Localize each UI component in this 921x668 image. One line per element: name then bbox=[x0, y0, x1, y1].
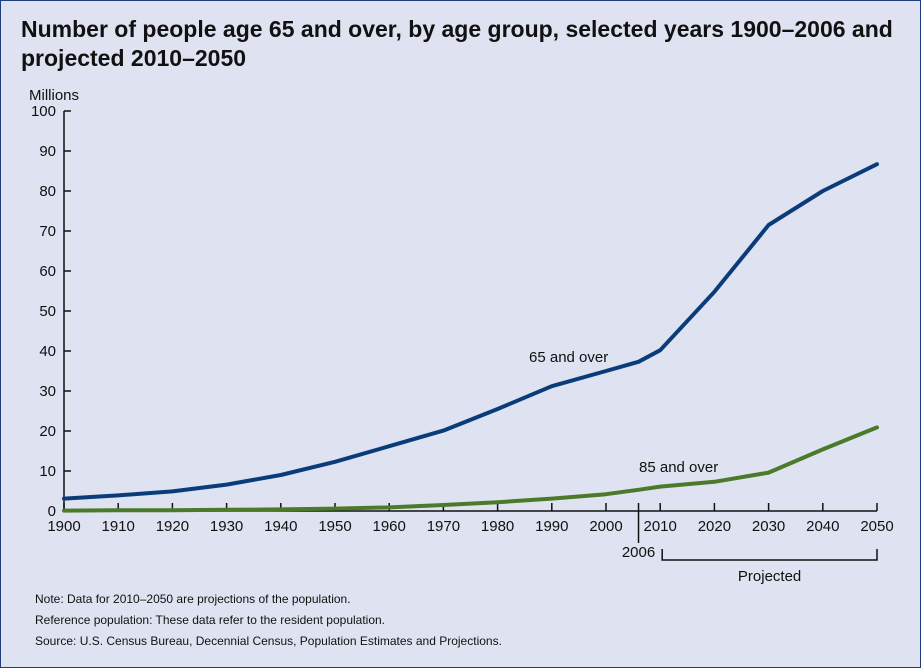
x-tick-label: 2020 bbox=[698, 518, 731, 535]
note-projection: Note: Data for 2010–2050 are projections… bbox=[35, 592, 351, 606]
chart-title: Number of people age 65 and over, by age… bbox=[21, 16, 893, 71]
y-tick-label: 90 bbox=[39, 143, 56, 160]
y-tick-label: 30 bbox=[39, 383, 56, 400]
y-axis-label: Millions bbox=[29, 87, 79, 104]
chart-notes: Note: Data for 2010–2050 are projections… bbox=[35, 589, 895, 652]
x-tick-label: 1960 bbox=[373, 518, 406, 535]
series-line-65-and-over bbox=[62, 162, 879, 501]
y-tick-label: 60 bbox=[39, 263, 56, 280]
x-tick-label: 2010 bbox=[644, 518, 677, 535]
series-label-85-and-over: 85 and over bbox=[639, 459, 718, 476]
x-tick-label: 1950 bbox=[318, 518, 351, 535]
x-tick-label: 1920 bbox=[156, 518, 189, 535]
projected-label: Projected bbox=[738, 568, 801, 585]
series-line-85-and-over bbox=[62, 425, 879, 513]
x-tick-label: 1910 bbox=[102, 518, 135, 535]
x-tick-label: 2030 bbox=[752, 518, 785, 535]
y-tick-label: 80 bbox=[39, 183, 56, 200]
y-tick-label: 10 bbox=[39, 463, 56, 480]
projected-bracket bbox=[661, 549, 878, 561]
y-tick-label: 40 bbox=[39, 343, 56, 360]
y-tick-label: 0 bbox=[48, 503, 56, 520]
x-tick-label: 2006 bbox=[622, 544, 655, 561]
x-tick-label: 1990 bbox=[535, 518, 568, 535]
x-tick-label: 1940 bbox=[264, 518, 297, 535]
note-source: Source: U.S. Census Bureau, Decennial Ce… bbox=[35, 634, 502, 648]
x-tick-label: 2000 bbox=[589, 518, 622, 535]
note-reference-population: Reference population: These data refer t… bbox=[35, 613, 386, 627]
x-tick-label: 1900 bbox=[47, 518, 80, 535]
y-tick-label: 100 bbox=[31, 103, 56, 120]
series-label-65-and-over: 65 and over bbox=[529, 349, 608, 366]
x-tick-label: 2040 bbox=[806, 518, 839, 535]
y-tick-label: 50 bbox=[39, 303, 56, 320]
x-tick-label: 1930 bbox=[210, 518, 243, 535]
x-tick-label: 1980 bbox=[481, 518, 514, 535]
x-tick-label: 1970 bbox=[427, 518, 460, 535]
y-tick-label: 20 bbox=[39, 423, 56, 440]
y-tick-label: 70 bbox=[39, 223, 56, 240]
x-tick-label: 2050 bbox=[860, 518, 893, 535]
